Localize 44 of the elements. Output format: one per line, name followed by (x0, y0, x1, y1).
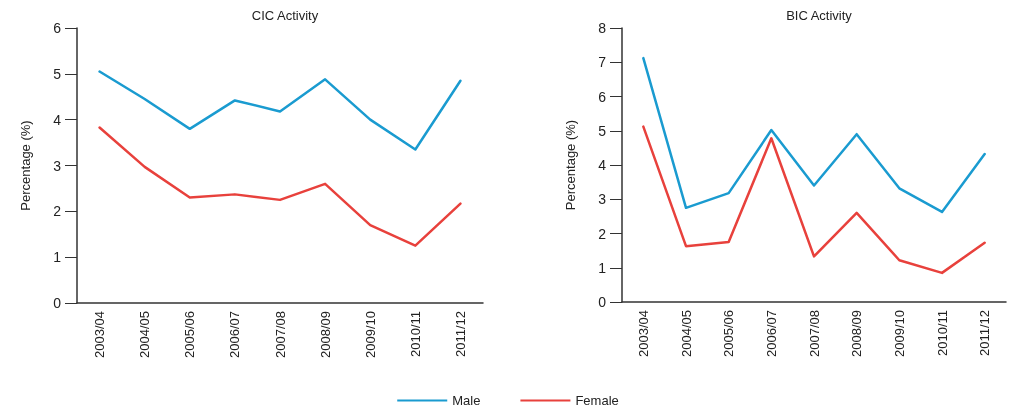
x-tick-label: 2004/05 (678, 310, 694, 357)
x-tick-label: 2008/09 (849, 310, 865, 357)
y-tick-label: 3 (53, 157, 62, 174)
x-tick-label: 2003/04 (92, 311, 108, 358)
x-tick-label: 2007/08 (806, 310, 822, 357)
x-tick-label: 2010/11 (934, 310, 950, 357)
legend-label: Male (452, 393, 481, 408)
line-series (642, 125, 986, 275)
x-tick-label: 2007/08 (272, 311, 288, 358)
x-tick-label: 2010/11 (407, 311, 423, 358)
y-axis-title: Percentage (%) (563, 119, 578, 211)
x-tick-label: 2004/05 (137, 311, 153, 358)
x-tick-label: 2005/06 (182, 311, 198, 358)
y-tick-label: 5 (598, 122, 607, 139)
y-tick-label: 2 (598, 225, 607, 242)
chart-title: CIC Activity (251, 8, 319, 23)
y-tick-label: 6 (53, 20, 62, 36)
chart-title: BIC Activity (786, 8, 853, 23)
x-tick-label: 2009/10 (362, 311, 378, 358)
line-series (98, 70, 462, 151)
y-tick-label: 2 (53, 203, 62, 220)
y-tick-label: 5 (53, 65, 62, 82)
y-axis-title: Percentage (%) (18, 120, 33, 211)
line-series (642, 56, 986, 214)
y-tick-label: 3 (598, 191, 607, 208)
x-tick-label: 2011/12 (977, 310, 993, 357)
y-tick-label: 7 (598, 54, 607, 71)
y-tick-label: 0 (598, 294, 607, 310)
x-tick-label: 2003/04 (635, 310, 651, 357)
legend-label: Female (575, 393, 619, 408)
x-tick-label: 2009/10 (891, 310, 907, 357)
y-tick-label: 4 (53, 111, 62, 128)
y-tick-label: 0 (53, 295, 62, 311)
line-series (98, 126, 462, 247)
y-tick-label: 1 (598, 259, 607, 276)
x-tick-label: 2006/07 (227, 311, 243, 358)
x-tick-label: 2005/06 (721, 310, 737, 357)
x-tick-label: 2008/09 (317, 311, 333, 358)
x-tick-label: 2006/07 (763, 310, 779, 357)
y-tick-label: 1 (53, 249, 62, 266)
y-tick-label: 8 (598, 20, 607, 36)
y-tick-label: 6 (598, 88, 607, 105)
x-tick-label: 2011/12 (452, 311, 468, 358)
y-tick-label: 4 (598, 157, 607, 173)
